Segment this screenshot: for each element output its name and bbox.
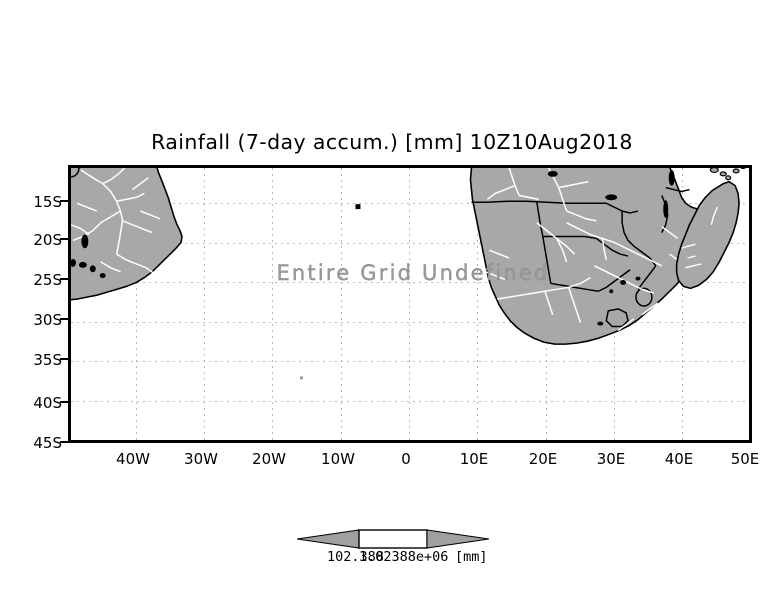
x-tick-label: 10W bbox=[321, 450, 355, 468]
map-geometry bbox=[71, 168, 746, 380]
colorbar-extend-left bbox=[297, 529, 360, 549]
landmass-madagascar bbox=[675, 180, 740, 290]
x-tick-label: 40W bbox=[116, 450, 150, 468]
y-tick-mark bbox=[60, 401, 68, 403]
gridline-horizontal bbox=[71, 401, 749, 402]
y-tick-label: 20S bbox=[33, 231, 62, 249]
africa-land bbox=[469, 168, 715, 345]
x-tick-label: 10E bbox=[459, 450, 489, 468]
colorbar-extend-right bbox=[426, 529, 489, 549]
gridline-vertical bbox=[477, 168, 478, 440]
y-tick-mark bbox=[60, 238, 68, 240]
x-tick-label: 30E bbox=[596, 450, 626, 468]
colorbar-graphic bbox=[297, 529, 489, 549]
landmass-south-america bbox=[71, 168, 183, 301]
gridline-vertical bbox=[682, 168, 683, 440]
colorbar-label-min: 102.388 bbox=[327, 549, 384, 565]
gridline-horizontal bbox=[71, 322, 749, 323]
y-tick-mark bbox=[60, 318, 68, 320]
gridline-horizontal bbox=[71, 243, 749, 244]
y-tick-label: 40S bbox=[33, 394, 62, 412]
south-atlantic-island bbox=[299, 376, 303, 380]
gridline-horizontal bbox=[71, 441, 749, 442]
gridline-vertical bbox=[136, 168, 137, 440]
y-tick-label: 35S bbox=[33, 351, 62, 369]
map-canvas: Entire Grid Undefined bbox=[71, 168, 749, 440]
gridline-vertical bbox=[409, 168, 410, 440]
colorbar-center-box bbox=[358, 529, 428, 549]
gridline-vertical bbox=[341, 168, 342, 440]
y-tick-mark bbox=[60, 278, 68, 280]
x-tick-label: 40E bbox=[664, 450, 694, 468]
x-tick-label: 20E bbox=[528, 450, 558, 468]
y-tick-label: 30S bbox=[33, 311, 62, 329]
comoros-islands bbox=[709, 168, 746, 181]
chart-title: Rainfall (7-day accum.) [mm] 10Z10Aug201… bbox=[151, 130, 633, 154]
madagascar-rivers bbox=[681, 206, 718, 269]
x-tick-label: 0 bbox=[401, 450, 411, 468]
gridline-horizontal bbox=[71, 282, 749, 283]
gridline-horizontal bbox=[71, 203, 749, 204]
atlantic-island bbox=[355, 204, 361, 210]
gridline-vertical bbox=[204, 168, 205, 440]
madagascar-land bbox=[675, 180, 740, 290]
y-tick-mark bbox=[60, 358, 68, 360]
y-tick-label: 15S bbox=[33, 193, 62, 211]
x-tick-label: 20W bbox=[252, 450, 286, 468]
y-tick-mark bbox=[60, 200, 68, 202]
africa-lakes bbox=[547, 169, 675, 326]
gridline-vertical bbox=[272, 168, 273, 440]
south-america-land bbox=[71, 168, 183, 301]
x-tick-label: 30W bbox=[184, 450, 218, 468]
map-plot-area[interactable]: Entire Grid Undefined bbox=[68, 165, 752, 443]
y-tick-mark bbox=[60, 441, 68, 443]
gridline-horizontal bbox=[71, 361, 749, 362]
y-tick-label: 45S bbox=[33, 434, 62, 452]
south-america-lakes bbox=[71, 234, 106, 279]
y-tick-label: 25S bbox=[33, 271, 62, 289]
x-tick-label: 50E bbox=[730, 450, 760, 468]
colorbar-label-max: 1.02388e+06 bbox=[359, 549, 449, 565]
gridline-vertical bbox=[751, 168, 752, 440]
colorbar-units-label: [mm] bbox=[455, 549, 488, 565]
colorbar[interactable] bbox=[297, 527, 489, 551]
